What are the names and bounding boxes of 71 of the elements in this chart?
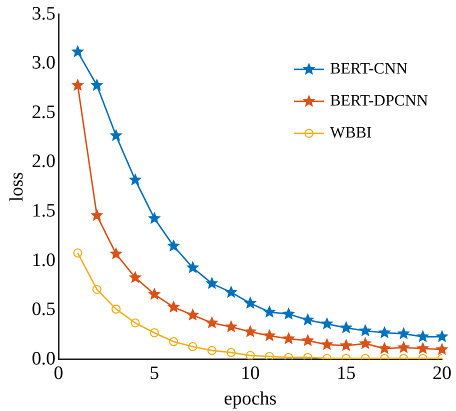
point: [206, 316, 218, 328]
x-tick-label: 15: [336, 362, 356, 384]
point: [360, 324, 372, 336]
point: [360, 338, 372, 349]
point: [110, 248, 122, 259]
point: [111, 304, 121, 314]
point: [148, 212, 160, 224]
point: [378, 326, 390, 338]
point: [284, 352, 294, 360]
point: [168, 240, 180, 251]
point: [187, 262, 198, 273]
legend-label: BERT-DPCNN: [330, 92, 428, 110]
point: [92, 284, 102, 294]
point: [148, 288, 160, 300]
point: [303, 352, 312, 360]
y-tick-label: 2.5: [32, 102, 56, 123]
point: [302, 334, 314, 346]
legend-label: WBBI: [330, 124, 372, 142]
point: [110, 130, 122, 141]
point: [321, 318, 333, 329]
point: [207, 346, 217, 356]
point: [72, 46, 84, 57]
x-tick-label: 10: [240, 362, 260, 384]
point: [244, 326, 256, 337]
point: [206, 278, 218, 288]
point: [150, 328, 160, 338]
point: [302, 314, 314, 325]
point: [168, 301, 180, 312]
x-axis-title: epochs: [224, 388, 277, 410]
point: [436, 330, 448, 342]
x-tick-label: 5: [150, 362, 160, 384]
y-tick-label: 1.5: [32, 200, 56, 222]
point: [187, 309, 198, 320]
point: [130, 174, 141, 185]
point: [282, 308, 294, 320]
point: [91, 209, 103, 220]
point: [417, 330, 429, 342]
y-tick-label: 0.5: [32, 299, 56, 320]
point: [225, 320, 237, 332]
point: [130, 318, 140, 328]
point: [264, 352, 274, 360]
point: [321, 338, 333, 350]
point: [168, 337, 178, 346]
point: [246, 350, 255, 360]
point: [436, 344, 448, 354]
point: [73, 248, 82, 258]
y-tick-label: 3.5: [32, 3, 56, 24]
point: [417, 342, 429, 354]
x-tick-label: 20: [432, 362, 452, 384]
point: [378, 342, 390, 354]
point: [226, 348, 236, 358]
point: [244, 297, 256, 308]
point: [130, 272, 141, 283]
point: [340, 322, 352, 333]
y-tick-label: 2.0: [32, 151, 56, 172]
point: [398, 342, 410, 353]
y-tick-label: 1.0: [32, 250, 56, 271]
y-tick-label: 0.0: [32, 348, 56, 370]
point: [225, 286, 237, 298]
y-tick-label: 3.0: [32, 52, 56, 74]
point: [91, 79, 103, 90]
point: [340, 340, 352, 351]
point: [72, 79, 84, 90]
point: [264, 306, 276, 318]
legend-label: BERT-CNN: [330, 60, 408, 78]
x-tick-label: 0: [54, 362, 64, 384]
point: [264, 330, 276, 341]
y-axis-title: loss: [6, 172, 28, 202]
point: [282, 332, 294, 344]
point: [188, 342, 198, 352]
point: [398, 328, 410, 339]
